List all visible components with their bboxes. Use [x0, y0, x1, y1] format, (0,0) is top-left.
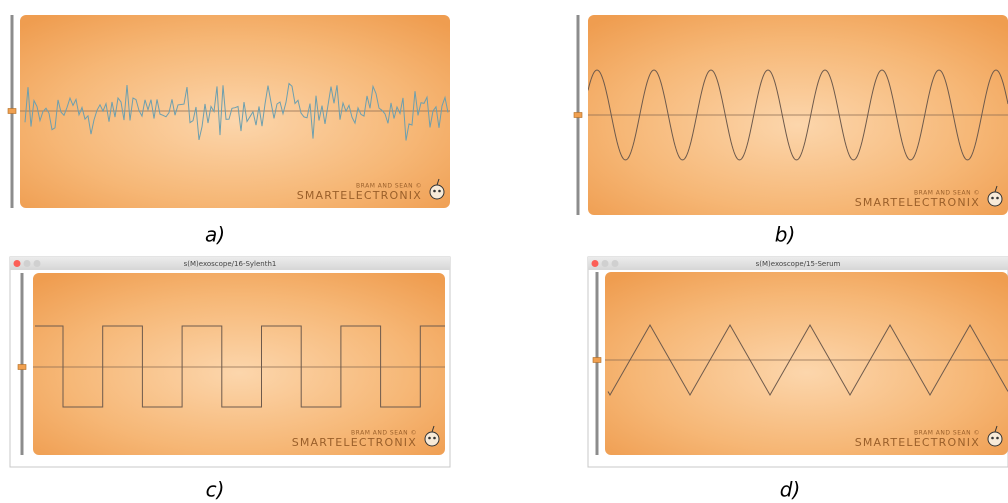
slider-track — [596, 272, 599, 455]
slider-track — [21, 273, 24, 455]
logo-eye — [428, 437, 431, 440]
slider-knob — [18, 365, 26, 370]
logo-eye — [991, 437, 994, 440]
logo-big: SMARTELECTRONIX — [297, 189, 422, 202]
window-button — [14, 260, 21, 267]
window-button — [34, 260, 41, 267]
logo-big: SMARTELECTRONIX — [292, 436, 417, 449]
panel-label: c) — [206, 478, 225, 502]
logo-eye — [996, 437, 999, 440]
figure: BRAM AND SEAN ©SMARTELECTRONIXa)BRAM AND… — [0, 0, 1008, 503]
scope-screen — [20, 15, 450, 208]
window-title: s(M)exoscope/16-Sylenth1 — [184, 260, 277, 268]
window-button — [602, 260, 609, 267]
window-button — [612, 260, 619, 267]
window-button — [24, 260, 31, 267]
logo-eye — [991, 197, 994, 200]
logo-face — [430, 185, 444, 199]
page: BRAM AND SEAN ©SMARTELECTRONIXa)BRAM AND… — [0, 0, 1008, 503]
logo-big: SMARTELECTRONIX — [855, 196, 980, 209]
window-button — [592, 260, 599, 267]
logo-face — [988, 192, 1002, 206]
scope-screen — [33, 273, 445, 455]
logo-face — [425, 432, 439, 446]
window-title: s(M)exoscope/15-Serum — [756, 260, 841, 268]
logo-eye — [996, 197, 999, 200]
logo-eye — [438, 190, 441, 193]
logo-big: SMARTELECTRONIX — [855, 436, 980, 449]
panel-label: b) — [775, 223, 796, 247]
slider-knob — [8, 109, 16, 114]
slider-knob — [574, 113, 582, 118]
slider-knob — [593, 358, 601, 363]
panel-label: d) — [780, 478, 801, 502]
panel-label: a) — [205, 223, 225, 247]
logo-face — [988, 432, 1002, 446]
logo-eye — [433, 190, 436, 193]
logo-eye — [433, 437, 436, 440]
